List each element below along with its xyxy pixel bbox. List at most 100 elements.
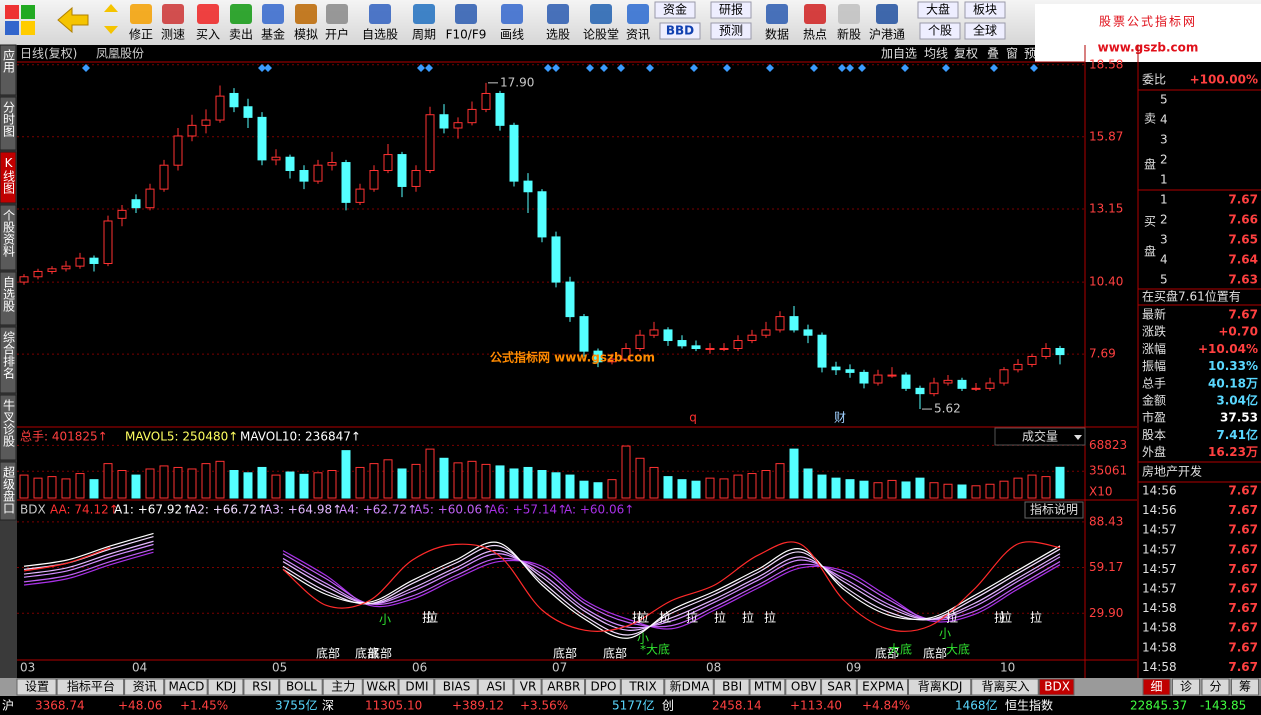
bottom-tab[interactable] <box>713 678 750 696</box>
toolbar-button[interactable]: 数据 <box>765 27 789 42</box>
bottom-tab[interactable] <box>1038 678 1075 696</box>
volume-selector-frame[interactable] <box>994 427 1086 446</box>
right-tab[interactable] <box>1172 678 1200 696</box>
bottom-tab-label[interactable]: OBV <box>791 680 817 694</box>
toolbar-button[interactable]: 新股 <box>837 27 861 42</box>
toolbar-button[interactable]: 买入 <box>196 28 220 42</box>
bottom-tab[interactable] <box>908 678 972 696</box>
bottom-tab-label[interactable]: BOLL <box>286 680 317 694</box>
side-tab-label[interactable]: 综合排名 <box>2 331 16 379</box>
toolbar-button[interactable]: 热点 <box>803 28 827 42</box>
toolbar-button[interactable]: 测速 <box>161 28 185 42</box>
bottom-tab-label[interactable]: VR <box>520 680 537 694</box>
bottom-tab-label[interactable]: 背离买入 <box>981 679 1029 694</box>
bottom-tab-label[interactable]: BIAS <box>443 680 471 694</box>
toolbar-icon[interactable] <box>804 4 826 24</box>
right-tab-label[interactable]: 分 <box>1209 680 1221 694</box>
side-tab-label[interactable]: 应用 <box>2 48 16 74</box>
bottom-tab[interactable] <box>477 678 514 696</box>
small-button[interactable]: 全球 <box>973 23 997 38</box>
bottom-tab-label[interactable]: BBI <box>722 680 742 694</box>
toolbar-button[interactable]: 论股堂 <box>583 28 619 42</box>
toolbar-icon[interactable] <box>197 4 219 24</box>
side-tab[interactable] <box>0 151 17 204</box>
toolbar-button[interactable]: 周期 <box>412 28 436 42</box>
bottom-tab[interactable] <box>164 678 208 696</box>
bottom-tab[interactable] <box>322 678 363 696</box>
toolbar-button[interactable]: 自选股 <box>362 28 398 42</box>
bottom-tab[interactable] <box>16 678 57 696</box>
indicator-button-frame[interactable] <box>1024 501 1084 519</box>
bottom-tab-label[interactable]: SAR <box>827 680 851 694</box>
bottom-tab-label[interactable]: KDJ <box>216 680 237 694</box>
bottom-tab[interactable] <box>664 678 714 696</box>
bottom-tab[interactable] <box>124 678 165 696</box>
header-button[interactable]: 加自选 <box>881 47 917 61</box>
bottom-tab-label[interactable]: RSI <box>252 680 272 694</box>
bottom-tab-label[interactable]: W&R <box>366 680 396 694</box>
bottom-tab-label[interactable]: ARBR <box>547 680 580 694</box>
toolbar-icon[interactable] <box>130 4 152 24</box>
small-button[interactable]: 板块 <box>973 3 997 17</box>
down-button[interactable] <box>104 26 118 34</box>
small-button-frame[interactable] <box>654 1 696 19</box>
small-button[interactable]: 资金 <box>663 2 687 17</box>
bottom-tab[interactable] <box>362 678 399 696</box>
bottom-tab[interactable] <box>513 678 542 696</box>
toolbar-button[interactable]: 卖出 <box>229 28 253 42</box>
side-tab[interactable] <box>0 271 17 326</box>
toolbar-icon[interactable] <box>262 4 284 24</box>
side-tab[interactable] <box>0 326 17 394</box>
toolbar-icon[interactable] <box>627 4 649 24</box>
small-button[interactable]: 预测 <box>719 24 743 38</box>
toolbar-icon[interactable] <box>547 4 569 24</box>
bottom-tab[interactable] <box>585 678 621 696</box>
bottom-tab-label[interactable]: EXPMA <box>862 680 904 694</box>
bottom-tab[interactable] <box>785 678 822 696</box>
toolbar-button[interactable]: 基金 <box>261 27 285 42</box>
side-tab[interactable] <box>0 96 17 151</box>
bottom-tab[interactable] <box>749 678 786 696</box>
bottom-tab-label[interactable]: MTM <box>754 680 782 694</box>
bottom-tab-label[interactable]: 资讯 <box>133 680 157 694</box>
bottom-tab-label[interactable]: 设置 <box>25 680 49 694</box>
side-tab[interactable] <box>0 461 17 521</box>
header-button[interactable]: 预 <box>1024 47 1036 61</box>
bottom-tab-label[interactable]: 指标平台 <box>67 679 115 694</box>
right-tab-label[interactable]: 筹 <box>1239 680 1251 694</box>
small-button[interactable]: 大盘 <box>926 2 950 17</box>
toolbar-icon[interactable] <box>230 4 252 24</box>
header-button[interactable]: 窗 <box>1006 47 1018 61</box>
small-button-frame[interactable] <box>917 1 959 19</box>
toolbar-button[interactable]: 资讯 <box>626 28 650 42</box>
toolbar-icon[interactable] <box>295 4 317 24</box>
bottom-tab-label[interactable]: 主力 <box>331 680 355 694</box>
toolbar-icon[interactable] <box>766 4 788 24</box>
toolbar-button[interactable]: 修正 <box>129 27 153 42</box>
toolbar-button[interactable]: 开户 <box>325 27 349 42</box>
toolbar-button[interactable]: 画线 <box>500 28 524 42</box>
bottom-tab[interactable] <box>821 678 857 696</box>
side-tab-label[interactable]: K线图 <box>2 156 16 194</box>
bottom-tab-label[interactable]: ASI <box>486 680 505 694</box>
bottom-tab-label[interactable]: 新DMA <box>670 679 711 694</box>
bottom-tab-label[interactable]: TRIX <box>628 680 656 694</box>
toolbar-button[interactable]: 沪港通 <box>869 28 905 42</box>
bottom-tab[interactable] <box>971 678 1039 696</box>
side-tab-label[interactable]: 自选股 <box>2 276 16 313</box>
bottom-tab[interactable] <box>398 678 435 696</box>
toolbar-icon[interactable] <box>876 4 898 24</box>
toolbar-icon[interactable] <box>162 4 184 24</box>
bottom-tab-label[interactable]: MACD <box>168 680 204 694</box>
bottom-tab[interactable] <box>56 678 125 696</box>
back-button[interactable] <box>57 6 89 34</box>
right-tab-label[interactable]: 细 <box>1150 680 1162 694</box>
toolbar-icon[interactable] <box>501 4 523 24</box>
small-button-frame[interactable] <box>964 22 1006 40</box>
bottom-tab-label[interactable]: 背离KDJ <box>918 679 963 694</box>
bottom-tab[interactable] <box>620 678 665 696</box>
small-button-frame[interactable] <box>964 1 1006 19</box>
small-button[interactable]: BBD <box>666 24 694 38</box>
right-tab[interactable] <box>1231 678 1259 696</box>
bottom-tab[interactable] <box>856 678 909 696</box>
